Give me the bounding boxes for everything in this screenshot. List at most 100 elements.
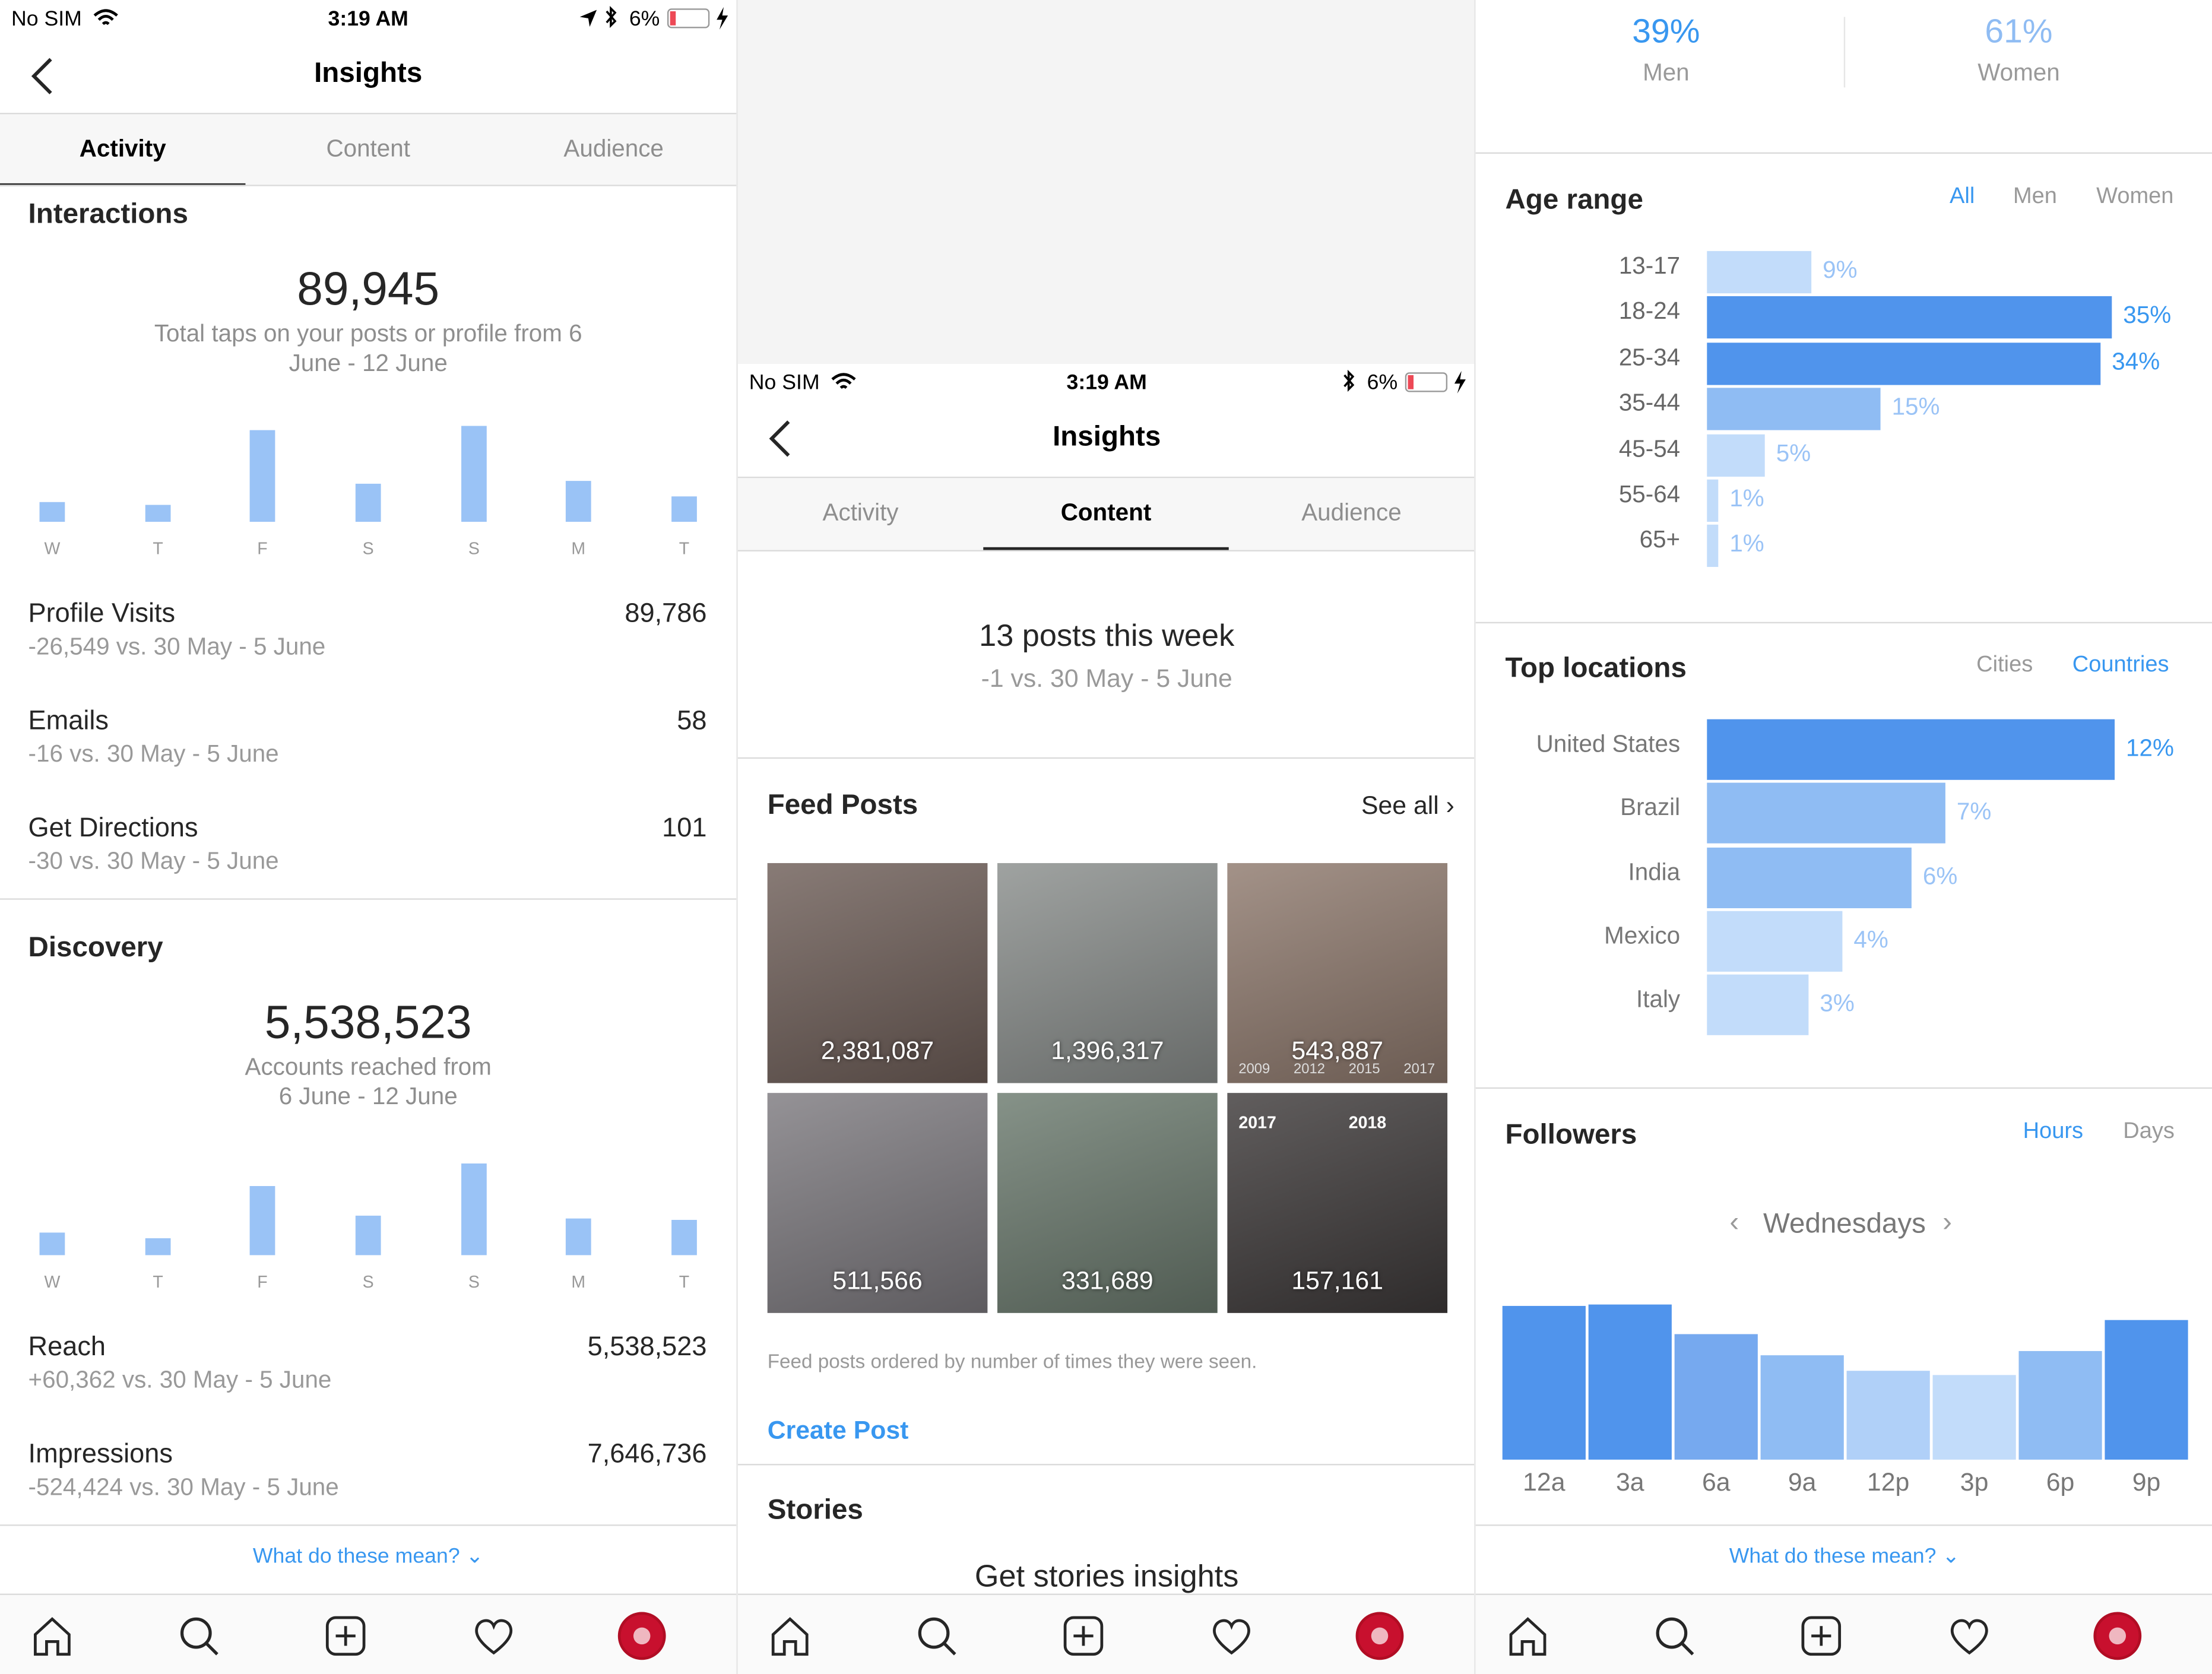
post-view-count: 2,381,087 [820, 1036, 934, 1065]
location-percent: 3% [1820, 990, 1855, 1017]
day-bar [249, 430, 275, 522]
profile-avatar[interactable] [1355, 1612, 1404, 1660]
metric-delta: -524,424 vs. 30 May - 5 June [28, 1473, 339, 1501]
post-year-label: 2017 [1403, 1061, 1435, 1078]
metric-label: Reach [28, 1333, 106, 1362]
post-view-count: 1,396,317 [1051, 1036, 1164, 1065]
locations-filter-cities[interactable]: Cities [1976, 652, 2033, 677]
followers-filter-hours[interactable]: Hours [2023, 1120, 2084, 1144]
day-bar [145, 1238, 171, 1256]
day-label: M [571, 1272, 586, 1292]
new-post-icon[interactable] [323, 1613, 368, 1659]
age-percent: 1% [1729, 485, 1764, 512]
what-do-these-mean-link[interactable]: What do these mean? ⌄ [1476, 1543, 2212, 1568]
new-post-icon[interactable] [1799, 1613, 1844, 1659]
location-label: India [1628, 858, 1681, 885]
day-bar [461, 1163, 487, 1256]
day-label: S [468, 538, 480, 559]
age-percent: 5% [1776, 439, 1811, 467]
post-image-shade [1227, 863, 1448, 1083]
back-arrow-icon[interactable] [766, 419, 794, 459]
new-post-icon[interactable] [1061, 1613, 1106, 1659]
location-label: Italy [1636, 986, 1681, 1013]
day-bar [355, 1215, 381, 1256]
metric-label: Emails [28, 706, 109, 737]
tab-audience[interactable]: Audience [563, 135, 664, 163]
post-thumbnail[interactable]: 331,689 [997, 1093, 1218, 1313]
tab-audience[interactable]: Audience [1301, 499, 1402, 527]
post-thumbnail[interactable]: 2,381,087 [767, 863, 988, 1083]
day-prev-button[interactable]: ‹ [1729, 1207, 1739, 1240]
battery-percent: 6% [629, 7, 660, 31]
hour-label: 3p [1960, 1468, 1989, 1497]
discovery-caption-line1: Accounts reached from [245, 1053, 492, 1080]
help-label: What do these mean? [252, 1544, 460, 1568]
age-bar [1707, 342, 2101, 385]
heart-icon[interactable] [471, 1613, 516, 1659]
chevron-left-icon: ‹ [1729, 1207, 1739, 1238]
search-icon[interactable] [176, 1613, 221, 1659]
heart-icon[interactable] [1947, 1613, 1992, 1659]
day-selector-label: Wednesdays [1763, 1209, 1926, 1240]
home-icon[interactable] [30, 1613, 75, 1659]
heart-icon[interactable] [1209, 1613, 1254, 1659]
tab-activity[interactable]: Activity [0, 114, 246, 186]
feed-posts-title: Feed Posts [767, 790, 918, 821]
location-percent: 6% [1922, 862, 1958, 890]
bottom-nav [0, 1593, 737, 1674]
metric-value: 5,538,523 [587, 1333, 707, 1362]
profile-avatar[interactable] [617, 1612, 666, 1660]
age-bar [1707, 296, 2112, 340]
age-bar [1707, 433, 1765, 477]
men-label: Men [1643, 59, 1690, 86]
followers-filter-days[interactable]: Days [2123, 1120, 2175, 1144]
hour-label: 12a [1523, 1468, 1565, 1497]
followers-bar [2105, 1320, 2188, 1460]
age-filter-women[interactable]: Women [2096, 185, 2174, 209]
tab-activity[interactable]: Activity [822, 499, 899, 527]
day-bar [355, 483, 381, 522]
followers-bar [1932, 1375, 2016, 1460]
metric-delta: -30 vs. 30 May - 5 June [28, 847, 279, 874]
content-panel: No SIM 3:19 AM 6% Insights Activity Cont… [736, 0, 1475, 1674]
age-filter-men[interactable]: Men [2013, 185, 2057, 209]
age-filter-all[interactable]: All [1950, 185, 1975, 209]
search-icon[interactable] [914, 1613, 959, 1659]
post-thumbnail[interactable]: 157,161 2017 2018 [1227, 1093, 1448, 1313]
what-do-these-mean-link[interactable]: What do these mean? ⌄ [0, 1543, 736, 1568]
chevron-down-icon: ⌄ [1942, 1544, 1960, 1568]
metric-label: Get Directions [28, 813, 198, 844]
day-next-button[interactable]: › [1942, 1207, 1952, 1240]
stories-cta[interactable]: Get stories insights [974, 1558, 1239, 1594]
create-post-link[interactable]: Create Post [767, 1416, 909, 1444]
tab-content[interactable]: Content [326, 135, 410, 163]
day-bar [145, 505, 171, 522]
battery-icon [1405, 372, 1448, 392]
post-year-label: 2018 [1348, 1112, 1387, 1133]
followers-chart [1502, 1269, 2188, 1460]
women-label: Women [1978, 59, 2060, 86]
tab-content[interactable]: Content [983, 478, 1229, 550]
age-percent: 9% [1823, 256, 1858, 284]
profile-avatar[interactable] [2093, 1612, 2142, 1660]
location-bar [1707, 719, 2115, 780]
home-icon[interactable] [1505, 1613, 1550, 1659]
carrier-label: No SIM [749, 370, 820, 395]
location-bar [1707, 911, 1843, 972]
carrier-label: No SIM [11, 7, 82, 31]
audience-panel: 39% Men 61% Women Age range All Men Wome… [1474, 0, 2212, 1674]
post-thumbnail[interactable]: 1,396,317 [997, 863, 1218, 1083]
search-icon[interactable] [1652, 1613, 1697, 1659]
battery-percent: 6% [1367, 370, 1398, 395]
post-image-shade [767, 1093, 988, 1313]
age-percent: 15% [1891, 394, 1940, 421]
metric-row: Emails 58 -16 vs. 30 May - 5 June [0, 706, 736, 785]
back-arrow-icon[interactable] [28, 56, 57, 96]
see-all-link[interactable]: See all › [1361, 791, 1454, 821]
home-icon[interactable] [768, 1613, 813, 1659]
post-thumbnail[interactable]: 511,566 [767, 1093, 988, 1313]
help-label: What do these mean? [1729, 1544, 1937, 1568]
locations-filter-countries[interactable]: Countries [2072, 652, 2169, 677]
post-thumbnail[interactable]: 543,887 2009 2012 2015 2017 [1227, 863, 1448, 1083]
